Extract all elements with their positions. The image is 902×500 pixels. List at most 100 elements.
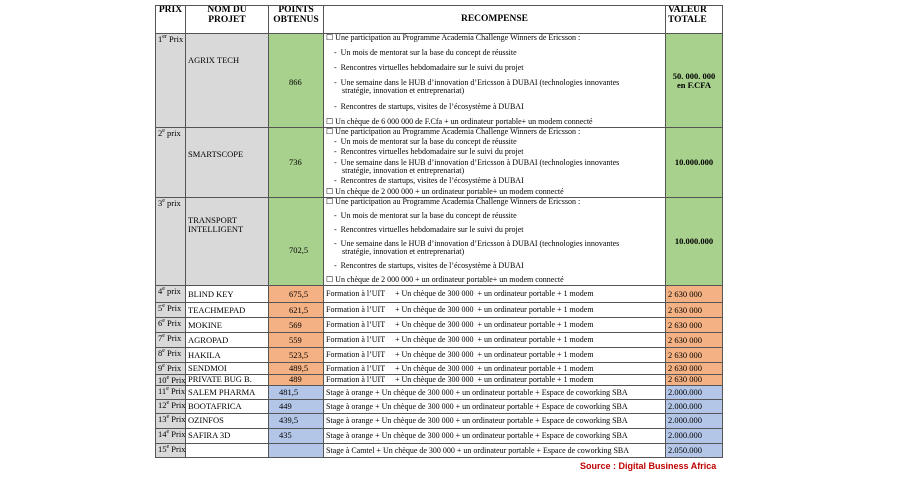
prix-cell: 11e Prix xyxy=(155,384,186,400)
points: 489 xyxy=(289,374,302,385)
prix-suffix: e xyxy=(162,333,165,340)
points: 621,5 xyxy=(289,304,309,315)
prix-label: Prix xyxy=(169,413,186,424)
reward-text: Formation à l’UIT + Un chèque de 300 000… xyxy=(326,375,594,385)
reward-main: Une participation au Programme Academia … xyxy=(326,199,663,207)
reward-text: Formation à l’UIT + Un chèque de 300 000… xyxy=(326,289,594,299)
prix-cell: 15e Prix xyxy=(155,442,186,458)
reward-item: Un mois de mentorat sur la base du conce… xyxy=(326,137,663,146)
reward-text: Stage à orange + Un chèque de 300 000 + … xyxy=(326,387,628,397)
value-line: en F.CFA xyxy=(677,79,711,90)
prix-suffix: e xyxy=(162,303,165,310)
prix-label: Prix xyxy=(169,443,186,454)
reward-item: Rencontres de startups, visites de l’éco… xyxy=(326,261,663,270)
prix-suffix: e xyxy=(166,375,170,381)
reward-item: Une semaine dans le HUB d’innovation d’E… xyxy=(326,158,663,176)
points-cell: 489,5 xyxy=(268,362,324,375)
prix-label: Prix xyxy=(164,332,182,343)
prix-label: prix xyxy=(164,127,181,138)
project-name: TEACHMEPAD xyxy=(188,304,246,315)
project-name: HAKILA xyxy=(188,349,221,360)
points-cell: 702,5 xyxy=(268,197,324,286)
prix-cell: 10e Prix xyxy=(155,374,186,386)
reward-cell: Une participation au Programme Academia … xyxy=(323,33,666,128)
points: 559 xyxy=(289,334,302,345)
name-cell: SMARTSCOPE xyxy=(185,127,269,198)
value-line: 2.000.000 xyxy=(668,386,702,397)
value-line: 2 630 000 xyxy=(668,288,702,299)
points: 481,5 xyxy=(279,386,299,397)
project-name: MOKINE xyxy=(188,319,222,330)
points-cell: 621,5 xyxy=(268,302,324,318)
points-cell: 489 xyxy=(268,374,324,386)
prix-suffix: e xyxy=(162,198,165,205)
header-cell: RECOMPENSE xyxy=(323,5,666,34)
reward-list: Une participation au Programme Academia … xyxy=(326,35,663,127)
table-row: 13e Prix OZINFOS 439,5 Stage à orange + Un … xyxy=(155,412,723,429)
prix-suffix: e xyxy=(166,385,169,392)
value-cell: 2.000.000 xyxy=(665,412,723,429)
prix-cell: 6e Prix xyxy=(155,317,186,333)
reward-item: Une semaine dans le HUB d’innovation d’E… xyxy=(326,78,663,96)
reward-text: Stage à Camtel + Un chèque de 300 000 + … xyxy=(326,445,630,455)
value-line: 2 630 000 xyxy=(668,374,702,385)
prix-label: Prix xyxy=(164,347,182,358)
project-name: SMARTSCOPE xyxy=(188,149,244,159)
reward-text: Formation à l’UIT + Un chèque de 300 000… xyxy=(326,363,594,373)
table-row: 7e Prix AGROPAD 559 Formation à l’UIT + Un … xyxy=(155,332,723,348)
reward-cell: Formation à l’UIT + Un chèque de 300 000… xyxy=(323,347,666,363)
prix-label: Prix xyxy=(164,317,182,328)
project-name: OZINFOS xyxy=(188,415,224,426)
prix-cell: 7e Prix xyxy=(155,332,186,348)
prix-label: Prix xyxy=(166,33,184,44)
prix-cell: 3e prix xyxy=(155,197,186,286)
points: 569 xyxy=(289,319,302,330)
value-cell: 2 630 000 xyxy=(665,317,723,333)
name-cell: SAFIRA 3D xyxy=(185,427,269,444)
value-cell: 2 630 000 xyxy=(665,302,723,318)
prix-cell: 4e prix xyxy=(155,285,186,303)
source: Source : Digital Business Africa xyxy=(580,461,717,471)
project-name: PRIVATE BUG B. xyxy=(188,374,252,385)
name-cell: OZINFOS xyxy=(185,412,269,429)
points-cell: 736 xyxy=(268,127,324,198)
points-cell: 866 xyxy=(268,33,324,128)
prix-label: prix xyxy=(164,197,181,208)
value-line: 2 630 000 xyxy=(668,319,702,330)
prix-cell: 13e Prix xyxy=(155,412,186,429)
points: 439,5 xyxy=(279,415,299,426)
points: 449 xyxy=(279,400,292,411)
prix-cell: 2e prix xyxy=(155,127,186,198)
value-cell: 50. 000. 000 en F.CFA xyxy=(665,33,723,128)
value-cell: 2.000.000 xyxy=(665,398,723,414)
prize-table: PRIX NOM DU PROJET POINTS OBTENUS RECOMP… xyxy=(155,5,723,458)
table-row: 8e Prix HAKILA 523,5 Formation à l’UIT + Un… xyxy=(155,347,723,363)
reward-cell: Formation à l’UIT + Un chèque de 300 000… xyxy=(323,332,666,348)
reward-main: Une participation au Programme Academia … xyxy=(326,35,663,43)
points: 866 xyxy=(289,77,302,88)
project-name: AGRIX TECH xyxy=(188,55,240,65)
prix-number: 7 xyxy=(158,332,163,343)
reward-text: Formation à l’UIT + Un chèque de 300 000… xyxy=(326,320,594,330)
value-line: 10.000.000 xyxy=(674,236,714,247)
value-line: 50. 000. 000 xyxy=(672,70,716,81)
points: 675,5 xyxy=(289,288,309,299)
prix-cell: 8e Prix xyxy=(155,347,186,363)
name-cell: TEACHMEPAD xyxy=(185,302,269,318)
prix-label: Prix xyxy=(168,385,186,396)
reward-cell: Une participation au Programme Academia … xyxy=(323,127,666,198)
reward-main: Une participation au Programme Academia … xyxy=(326,129,663,137)
prix-number: 5 xyxy=(158,302,163,313)
value-line: 2.000.000 xyxy=(668,430,702,441)
value-cell: 2 630 000 xyxy=(665,362,723,375)
value-cell: 2 630 000 xyxy=(665,332,723,348)
name-cell: BLIND KEY xyxy=(185,285,269,303)
name-cell: SENDMOI xyxy=(185,362,269,375)
prix-number: 1 xyxy=(158,33,163,44)
value-line: 2 630 000 xyxy=(668,349,702,360)
prix-cell: 1er Prix xyxy=(155,33,186,128)
reward-cell: Formation à l’UIT + Un chèque de 300 000… xyxy=(323,362,666,375)
reward-cell: Stage à Camtel + Un chèque de 300 000 + … xyxy=(323,442,666,458)
points-cell: 569 xyxy=(268,317,324,333)
